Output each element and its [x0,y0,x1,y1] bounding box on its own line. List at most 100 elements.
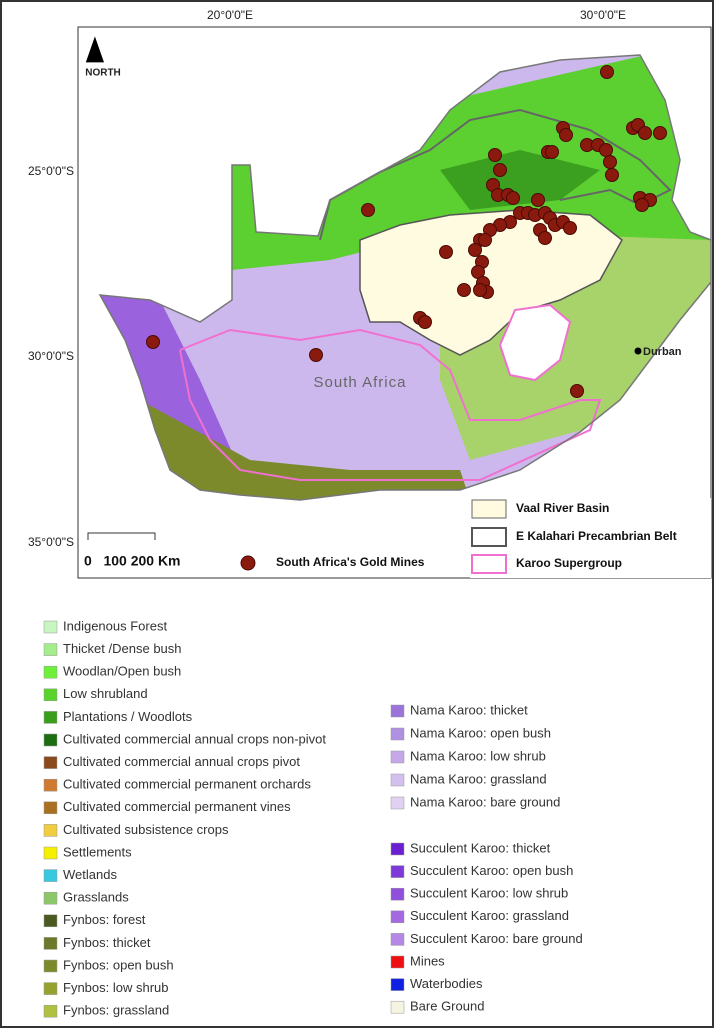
fynbos [140,400,470,500]
legend-label: Nama Karoo: bare ground [410,794,560,809]
country-border [98,54,712,501]
legend-label: Waterbodies [410,976,483,991]
legend-swatch [43,733,58,747]
legend-swatch [43,711,58,724]
legend-label: Plantations / Woodlots [63,709,193,724]
vaal-symbol [471,499,507,519]
mine-dot [488,148,502,162]
legend-swatch [390,1000,405,1014]
city-label: Durban [643,346,682,358]
mine-dot [439,245,453,259]
lat-label: 30°0'0"S [28,349,74,363]
legend-label: Bare Ground [410,999,484,1014]
mine-dot [563,221,577,235]
legend-label: Woodlan/Open bush [63,664,181,679]
legend-swatch [390,727,405,741]
mine-dot [559,128,573,142]
legend-swatch [390,887,405,901]
legend-swatch [390,978,405,991]
legend-label: Cultivated commercial annual crops pivot [63,754,300,769]
mine-dot [531,193,545,207]
lon-label: 20°0'0"E [207,8,253,22]
city-dot [634,347,642,355]
legend-swatch [43,620,58,634]
mine-dot [473,283,487,297]
legend-swatch [390,933,405,946]
lesotho-karoo [498,303,572,382]
legend-label: Nama Karoo: open bush [410,725,551,740]
karoo-symbol [471,554,507,574]
legend-swatch [43,688,58,702]
legend-swatch [43,914,58,928]
legend-swatch [390,955,405,969]
legend-label: Low shrubland [63,686,148,701]
mine-dot [600,65,614,79]
legend-swatch [43,665,58,679]
mine-dot [603,155,617,169]
mine-dot [635,198,649,212]
mine-dot [570,384,584,398]
legend-label: Cultivated commercial permanent vines [63,799,291,814]
mine-dot [361,203,375,217]
legend-swatch [43,824,58,837]
legend-swatch [390,750,405,764]
legend-label: Nama Karoo: low shrub [410,748,546,763]
legend-swatch [43,959,58,973]
legend-label: Nama Karoo: thicket [410,702,528,717]
mine-dot [545,145,559,159]
legend-swatch [43,937,58,950]
country-label: South Africa [314,374,407,391]
north-arrow [85,36,104,63]
mine-dot [599,143,613,157]
legend-label: Succulent Karoo: low shrub [410,886,568,901]
mine-dot [493,163,507,177]
legend-swatch [390,796,405,810]
mine-dot [146,335,160,349]
legend-label: Succulent Karoo: bare ground [410,931,583,946]
gold-mines [146,65,667,398]
legend-swatch [390,910,405,924]
mine-symbol [240,555,256,571]
mine-dot [309,348,323,362]
legend-swatch [43,846,58,860]
legend-swatch [390,773,405,787]
legend-swatch [43,982,58,995]
mine-dot [538,231,552,245]
legend-label: Fynbos: low shrub [63,980,169,995]
legend-swatch [43,869,58,882]
legend-label: Indigenous Forest [63,618,167,633]
map-legend-box [470,498,711,578]
north-green [232,55,711,270]
lat-label: 35°0'0"S [28,535,74,549]
landcover-legend: Indigenous Forest Thicket /Dense bush Wood… [43,618,583,1018]
map-legend-label: South Africa's Gold Mines [276,555,425,569]
lon-label: 30°0'0"E [580,8,626,22]
legend-label: Grasslands [63,890,129,905]
legend-label: Nama Karoo: grassland [410,771,547,786]
map-legend-label: Karoo Supergroup [516,556,622,570]
legend-label: Cultivated subsistence crops [63,822,229,837]
legend-label: Wetlands [63,867,117,882]
legend-label: Thicket /Dense bush [63,641,182,656]
legend-swatch [43,801,58,815]
legend-swatch [43,778,58,792]
cultivated [440,150,600,210]
legend-label: Succulent Karoo: grassland [410,908,569,923]
legend-label: Succulent Karoo: open bush [410,863,573,878]
scale-label: 0 100 200 Km [84,553,181,569]
mine-dot [506,191,520,205]
kalahari-symbol [471,527,507,547]
legend-label: Settlements [63,844,132,859]
legend-swatch [43,643,58,656]
legend-label: Cultivated commercial permanent orchards [63,777,311,792]
legend-label: Fynbos: grassland [63,1003,169,1018]
legend-swatch [390,704,405,718]
karoo-line [179,328,602,481]
mine-dot [605,168,619,182]
map-legend-label: Vaal River Basin [516,501,609,515]
legend-label: Fynbos: open bush [63,957,174,972]
lat-label: 25°0'0"S [28,164,74,178]
mine-dot [478,233,492,247]
